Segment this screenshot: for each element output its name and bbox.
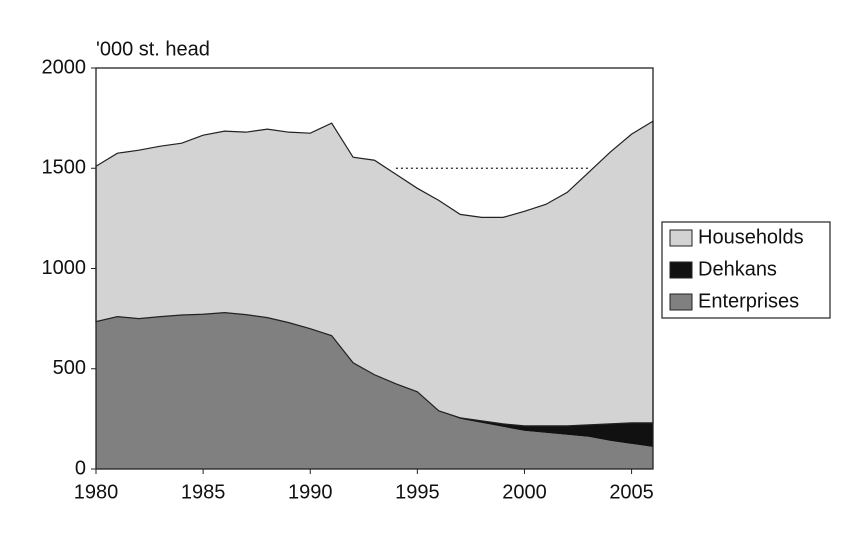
x-tick-label: 1990	[288, 481, 333, 503]
x-tick-label: 1980	[74, 481, 119, 503]
x-tick-label: 2005	[609, 481, 654, 503]
legend-label: Dehkans	[698, 258, 777, 280]
y-tick-label: 1000	[42, 257, 87, 279]
legend-swatch	[669, 229, 693, 247]
y-tick-label: 500	[53, 357, 86, 379]
x-tick-label: 1985	[181, 481, 226, 503]
y-axis-label: '000 st. head	[96, 38, 210, 60]
legend-label: Households	[698, 226, 804, 248]
area	[96, 312, 653, 469]
legend-swatch	[669, 293, 693, 311]
area	[96, 312, 653, 447]
y-tick-label: 1500	[42, 157, 87, 179]
x-tick-label: 1995	[395, 481, 440, 503]
y-tick-label: 0	[75, 457, 86, 479]
y-tick-label: 2000	[42, 56, 87, 78]
x-tick-label: 2000	[502, 481, 547, 503]
legend-label: Enterprises	[698, 290, 799, 312]
legend-swatch	[669, 261, 693, 279]
